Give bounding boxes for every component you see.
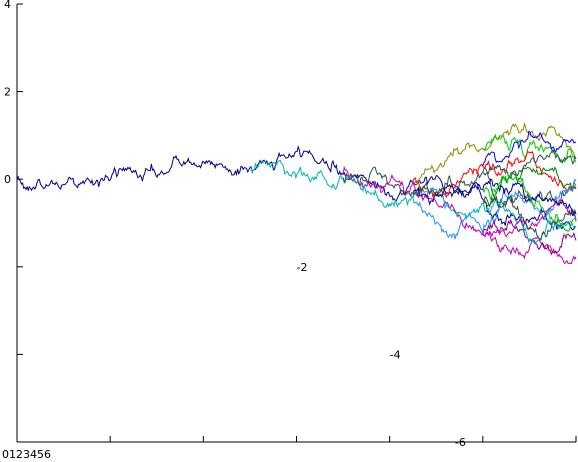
series-line — [249, 159, 344, 191]
annotation-label: -6 — [455, 436, 466, 449]
y-tick-label: 2 — [4, 86, 11, 99]
series-line — [342, 171, 414, 202]
series-line — [342, 176, 414, 209]
axes — [16, 3, 577, 443]
annotation-label: -2 — [297, 261, 308, 274]
series-line — [412, 197, 484, 240]
series-line — [482, 178, 577, 233]
y-tick-label: 0 — [4, 173, 11, 186]
series-line — [412, 163, 484, 199]
series-line — [412, 183, 483, 206]
series-line — [482, 121, 577, 160]
x-tick-label: 0123456 — [2, 448, 51, 461]
series-line — [16, 154, 251, 192]
series-line — [342, 166, 414, 197]
series-line — [482, 133, 577, 164]
series-line — [412, 181, 484, 236]
series-line — [412, 142, 483, 187]
series-line — [482, 167, 577, 241]
labels: 4 2 0 0123456 -2 -4 -6 — [2, 0, 466, 461]
y-tick-label: 4 — [4, 0, 11, 11]
series-line — [482, 130, 577, 167]
paths-group — [16, 121, 577, 265]
series-line — [482, 148, 577, 180]
series-line — [482, 150, 577, 195]
series-line — [482, 198, 577, 238]
series-line — [249, 145, 344, 176]
series-line — [482, 198, 577, 231]
series-line — [412, 171, 484, 198]
series-line — [412, 186, 483, 221]
series-line — [482, 231, 577, 265]
annotation-label: -4 — [390, 348, 401, 361]
series-line — [482, 175, 577, 233]
series-line — [412, 175, 484, 200]
